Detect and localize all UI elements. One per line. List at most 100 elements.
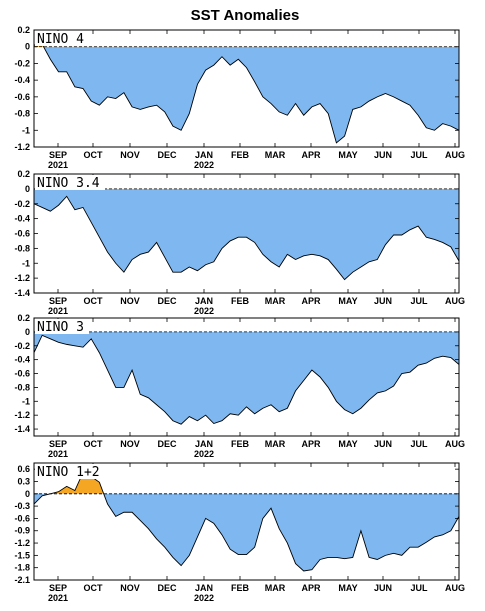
y-tick-label: 0.6 xyxy=(17,464,30,474)
x-tick-label: JUN xyxy=(374,296,392,306)
x-tick-label: FEB xyxy=(231,583,250,593)
x-tick-label: NOV xyxy=(120,583,140,593)
x-tick-label: SEP xyxy=(49,150,67,160)
y-tick-label: -1.2 xyxy=(14,273,30,283)
figure-title: SST Anomalies xyxy=(191,7,300,24)
y-tick-label: -1.2 xyxy=(14,142,30,152)
x-tick-label: JAN xyxy=(195,296,213,306)
x-tick-label: FEB xyxy=(231,150,250,160)
x-tick-label: OCT xyxy=(84,150,104,160)
x-tick-label: MAY xyxy=(338,583,357,593)
x-tick-label: DEC xyxy=(157,296,177,306)
x-tick-label: OCT xyxy=(84,296,104,306)
panels: 0.2 0 -0.2 -0.4 -0.6 -0.8 -1 -1.2 SEP OCT NOV DEC JA… xyxy=(14,25,465,603)
x-tick-label: MAR xyxy=(265,583,286,593)
x-tick-label: APR xyxy=(301,439,321,449)
y-tick-label: -0.2 xyxy=(14,199,30,209)
x-tick-label: APR xyxy=(301,296,321,306)
x-tick-label: AUG xyxy=(445,583,465,593)
x-tick-label: MAY xyxy=(338,296,357,306)
y-tick-label: -1.5 xyxy=(14,550,30,560)
y-tick-label: -2.1 xyxy=(14,575,30,585)
x-tick-label: JUN xyxy=(374,583,392,593)
y-tick-label: -1.8 xyxy=(14,563,30,573)
panel-label: NINO 4 xyxy=(37,32,84,47)
y-tick-label: -0.4 xyxy=(14,75,30,85)
x-tick-label: MAY xyxy=(338,439,357,449)
y-tick-label: -0.9 xyxy=(14,526,30,536)
y-tick-label: -1.4 xyxy=(14,288,30,298)
x-tick-label: DEC xyxy=(157,150,177,160)
y-tick-label: -0.3 xyxy=(14,501,30,511)
x-tick-label: FEB xyxy=(231,439,250,449)
x-year-label: 2021 xyxy=(48,449,68,459)
y-tick-label: -0.6 xyxy=(14,513,30,523)
x-year-label: 2022 xyxy=(194,593,214,603)
x-tick-label: JAN xyxy=(195,439,213,449)
x-tick-label: JUN xyxy=(374,439,392,449)
x-tick-label: OCT xyxy=(84,583,104,593)
y-tick-label: -0.4 xyxy=(14,355,30,365)
x-tick-label: MAY xyxy=(338,150,357,160)
x-tick-label: AUG xyxy=(445,150,465,160)
negative-anomaly-area xyxy=(43,46,459,143)
y-tick-label: -0.2 xyxy=(14,58,30,68)
x-tick-label: DEC xyxy=(157,583,177,593)
x-year-label: 2022 xyxy=(194,449,214,459)
y-tick-label: -1.2 xyxy=(14,538,30,548)
x-year-label: 2021 xyxy=(48,160,68,170)
x-tick-label: SEP xyxy=(49,439,67,449)
panel-label: NINO 3 xyxy=(37,320,84,335)
x-year-label: 2021 xyxy=(48,593,68,603)
y-tick-label: -0.2 xyxy=(14,341,30,351)
x-tick-label: APR xyxy=(301,583,321,593)
y-tick-label: -1 xyxy=(22,396,30,406)
x-year-label: 2022 xyxy=(194,160,214,170)
panel-nino-3-4: 0.2 0 -0.2 -0.4 -0.6 -0.8 -1 -1.2 -1.4 SEP OCT NOV D… xyxy=(14,169,465,316)
y-tick-label: 0.2 xyxy=(17,169,30,179)
y-tick-label: -0.8 xyxy=(14,382,30,392)
anomaly-line xyxy=(33,43,460,144)
x-year-label: 2022 xyxy=(194,306,214,316)
x-tick-label: AUG xyxy=(445,296,465,306)
panel-label-background xyxy=(35,319,89,334)
x-tick-label: AUG xyxy=(445,439,465,449)
y-tick-label: -1 xyxy=(22,125,30,135)
y-tick-label: -1.4 xyxy=(14,424,30,434)
x-tick-label: JUL xyxy=(410,583,428,593)
y-tick-label: -0.8 xyxy=(14,243,30,253)
x-tick-label: JUL xyxy=(410,439,428,449)
y-tick-label: -0.6 xyxy=(14,92,30,102)
x-tick-label: FEB xyxy=(231,296,250,306)
anomaly-line xyxy=(33,334,460,425)
panel-nino-3: 0.2 0 -0.2 -0.4 -0.6 -0.8 -1 -1.2 -1.4 SEP OCT NOV D… xyxy=(14,313,465,459)
x-tick-label: NOV xyxy=(120,296,140,306)
x-tick-label: NOV xyxy=(120,439,140,449)
panel-label-background xyxy=(35,31,89,46)
x-tick-label: JUL xyxy=(410,150,428,160)
panel-nino-1-2: 0.6 0.3 0 -0.3 -0.6 -0.9 -1.2 -1.5 -1.8 -2.1 SEP OC… xyxy=(14,462,465,603)
x-tick-label: MAR xyxy=(265,296,286,306)
panel-nino-4: 0.2 0 -0.2 -0.4 -0.6 -0.8 -1 -1.2 SEP OCT NOV DEC JA… xyxy=(14,25,465,170)
y-tick-label: 0 xyxy=(25,327,30,337)
y-tick-label: 0.2 xyxy=(17,25,30,35)
y-tick-label: -0.4 xyxy=(14,214,30,224)
x-tick-label: MAR xyxy=(265,150,286,160)
negative-anomaly-area xyxy=(34,188,459,280)
panel-frame xyxy=(33,29,460,148)
y-tick-label: 0.3 xyxy=(17,476,30,486)
panel-label-background xyxy=(35,175,105,190)
x-tick-label: SEP xyxy=(49,296,67,306)
x-tick-label: JUN xyxy=(374,150,392,160)
negative-anomaly-area xyxy=(34,493,459,571)
x-tick-label: JUL xyxy=(410,296,428,306)
anomaly-line xyxy=(33,195,460,281)
x-tick-label: MAR xyxy=(265,439,286,449)
x-tick-label: JAN xyxy=(195,583,213,593)
anomaly-line xyxy=(33,471,460,572)
y-tick-label: -1 xyxy=(22,258,30,268)
y-tick-label: 0 xyxy=(25,184,30,194)
panel-frame xyxy=(33,462,460,581)
y-tick-label: -0.6 xyxy=(14,229,30,239)
